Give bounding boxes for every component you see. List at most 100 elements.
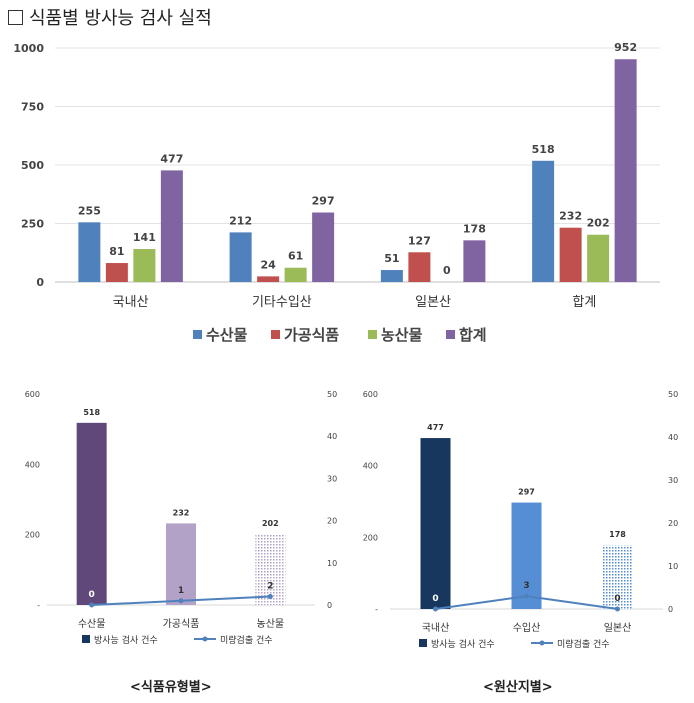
line-point <box>524 593 529 599</box>
bar-0-2 <box>380 270 403 282</box>
bar-3-2 <box>463 240 486 282</box>
y-tick-label: 500 <box>21 159 44 172</box>
legend-swatch <box>368 330 377 339</box>
data-label: 518 <box>532 143 555 156</box>
chart-by-food-type: -20040060001020304050518수산물232가공식품202농산물… <box>25 390 337 646</box>
bar-0 <box>420 438 451 609</box>
page-title: 식품별 방사능 검사 실적 <box>8 4 212 30</box>
chart-by-origin-country: -20040060001020304050477국내산297수입산178일본산0… <box>363 390 678 650</box>
legend-swatch-bar <box>419 639 427 647</box>
x-category-label: 기타수입산 <box>252 295 312 310</box>
bar-data-label: 297 <box>518 488 535 497</box>
line-point <box>178 598 184 604</box>
y-tick-label: 400 <box>363 462 378 471</box>
legend-swatch <box>193 330 202 339</box>
bar-1-0 <box>105 263 128 282</box>
x-category-label: 수입산 <box>513 621 541 634</box>
bar-2 <box>602 545 633 609</box>
bar-data-label: 232 <box>173 508 190 517</box>
bar-1-3 <box>559 227 582 282</box>
data-label: 297 <box>312 195 335 208</box>
y-tick-label: - <box>37 601 40 610</box>
legend-label-bar: 방사능 검사 건수 <box>94 634 158 646</box>
caption-food-type: <식품유형별> <box>130 680 212 695</box>
legend-label: 합계 <box>459 326 487 344</box>
legend-label: 농산물 <box>381 326 423 344</box>
page-title-text: 식품별 방사능 검사 실적 <box>29 8 212 29</box>
line-point <box>615 606 620 612</box>
legend-label-bar: 방사능 검사 건수 <box>431 638 495 650</box>
legend-swatch <box>271 330 280 339</box>
bar-2-3 <box>587 234 610 282</box>
bar-2 <box>255 533 286 605</box>
x-category-label: 수산물 <box>78 618 106 630</box>
data-label: 477 <box>160 152 183 165</box>
data-label: 952 <box>614 41 637 54</box>
y2-tick-label: 30 <box>668 476 678 485</box>
y2-tick-label: 0 <box>327 601 332 610</box>
data-label: 255 <box>78 204 101 217</box>
data-label: 141 <box>133 231 156 244</box>
bar-2-1 <box>284 267 307 282</box>
y-tick-label: 250 <box>21 218 44 231</box>
data-label: 81 <box>109 245 124 258</box>
checkbox-square-icon <box>8 10 23 25</box>
bar-0-3 <box>532 160 555 282</box>
line-data-label: 0 <box>432 594 438 604</box>
data-label: 232 <box>559 210 582 223</box>
bar-data-label: 178 <box>609 530 626 539</box>
data-label: 61 <box>288 250 303 263</box>
data-label: 202 <box>587 217 610 230</box>
legend-swatch-point <box>202 636 208 642</box>
y-tick-label: 200 <box>25 531 40 540</box>
bar-data-label: 202 <box>262 519 279 528</box>
data-label: 127 <box>408 234 431 247</box>
legend-label: 수산물 <box>206 326 248 344</box>
x-category-label: 가공식품 <box>163 618 200 630</box>
line-point <box>433 606 438 612</box>
x-category-label: 일본산 <box>415 295 451 310</box>
line-data-label: 0 <box>614 594 620 604</box>
bar-0 <box>76 422 107 605</box>
x-category-label: 합계 <box>572 295 596 310</box>
legend-swatch-bar <box>82 635 90 643</box>
y2-tick-label: 20 <box>668 519 678 528</box>
bar-3-1 <box>312 212 335 282</box>
bar-0-1 <box>229 232 252 282</box>
data-label: 178 <box>463 222 486 235</box>
y2-tick-label: 0 <box>668 605 673 614</box>
x-category-label: 일본산 <box>604 622 632 634</box>
data-label: 24 <box>260 258 276 271</box>
line-data-label: 2 <box>267 582 273 592</box>
data-label: 212 <box>229 214 252 227</box>
y2-tick-label: 10 <box>327 559 337 568</box>
chart-by-origin-overall: 0 250 500 750 1000 255 81 141 477 국내산 212 24 61 297 기타… <box>13 41 660 344</box>
y2-tick-label: 50 <box>668 390 678 399</box>
y2-tick-label: 20 <box>327 517 337 526</box>
y-tick-label: 400 <box>25 460 40 469</box>
legend-swatch <box>446 330 455 339</box>
bar-data-label: 518 <box>83 408 100 417</box>
y2-tick-label: 40 <box>327 432 337 441</box>
bar-3-3 <box>614 59 637 283</box>
line-data-label: 3 <box>523 581 529 591</box>
y-tick-label: - <box>375 605 378 614</box>
bar-1-1 <box>257 276 280 282</box>
bar-0-0 <box>78 222 101 282</box>
y-tick-label: 0 <box>36 276 44 289</box>
bar-2-0 <box>133 249 156 282</box>
legend-label-line: 미량검출 건수 <box>557 638 610 650</box>
bar-1 <box>166 523 196 605</box>
x-category-label: 국내산 <box>422 622 450 634</box>
x-category-label: 국내산 <box>113 295 149 310</box>
line-point <box>89 602 95 608</box>
y-tick-label: 600 <box>25 390 40 399</box>
y2-tick-label: 50 <box>327 390 337 399</box>
y-tick-label: 200 <box>363 533 378 542</box>
caption-origin: <원산지별> <box>483 680 553 695</box>
data-label: 0 <box>443 264 451 277</box>
legend-label-line: 미량검출 건수 <box>220 634 273 646</box>
legend-swatch-point <box>539 640 545 646</box>
y-tick-label: 600 <box>363 390 378 399</box>
y2-tick-label: 30 <box>327 474 337 483</box>
